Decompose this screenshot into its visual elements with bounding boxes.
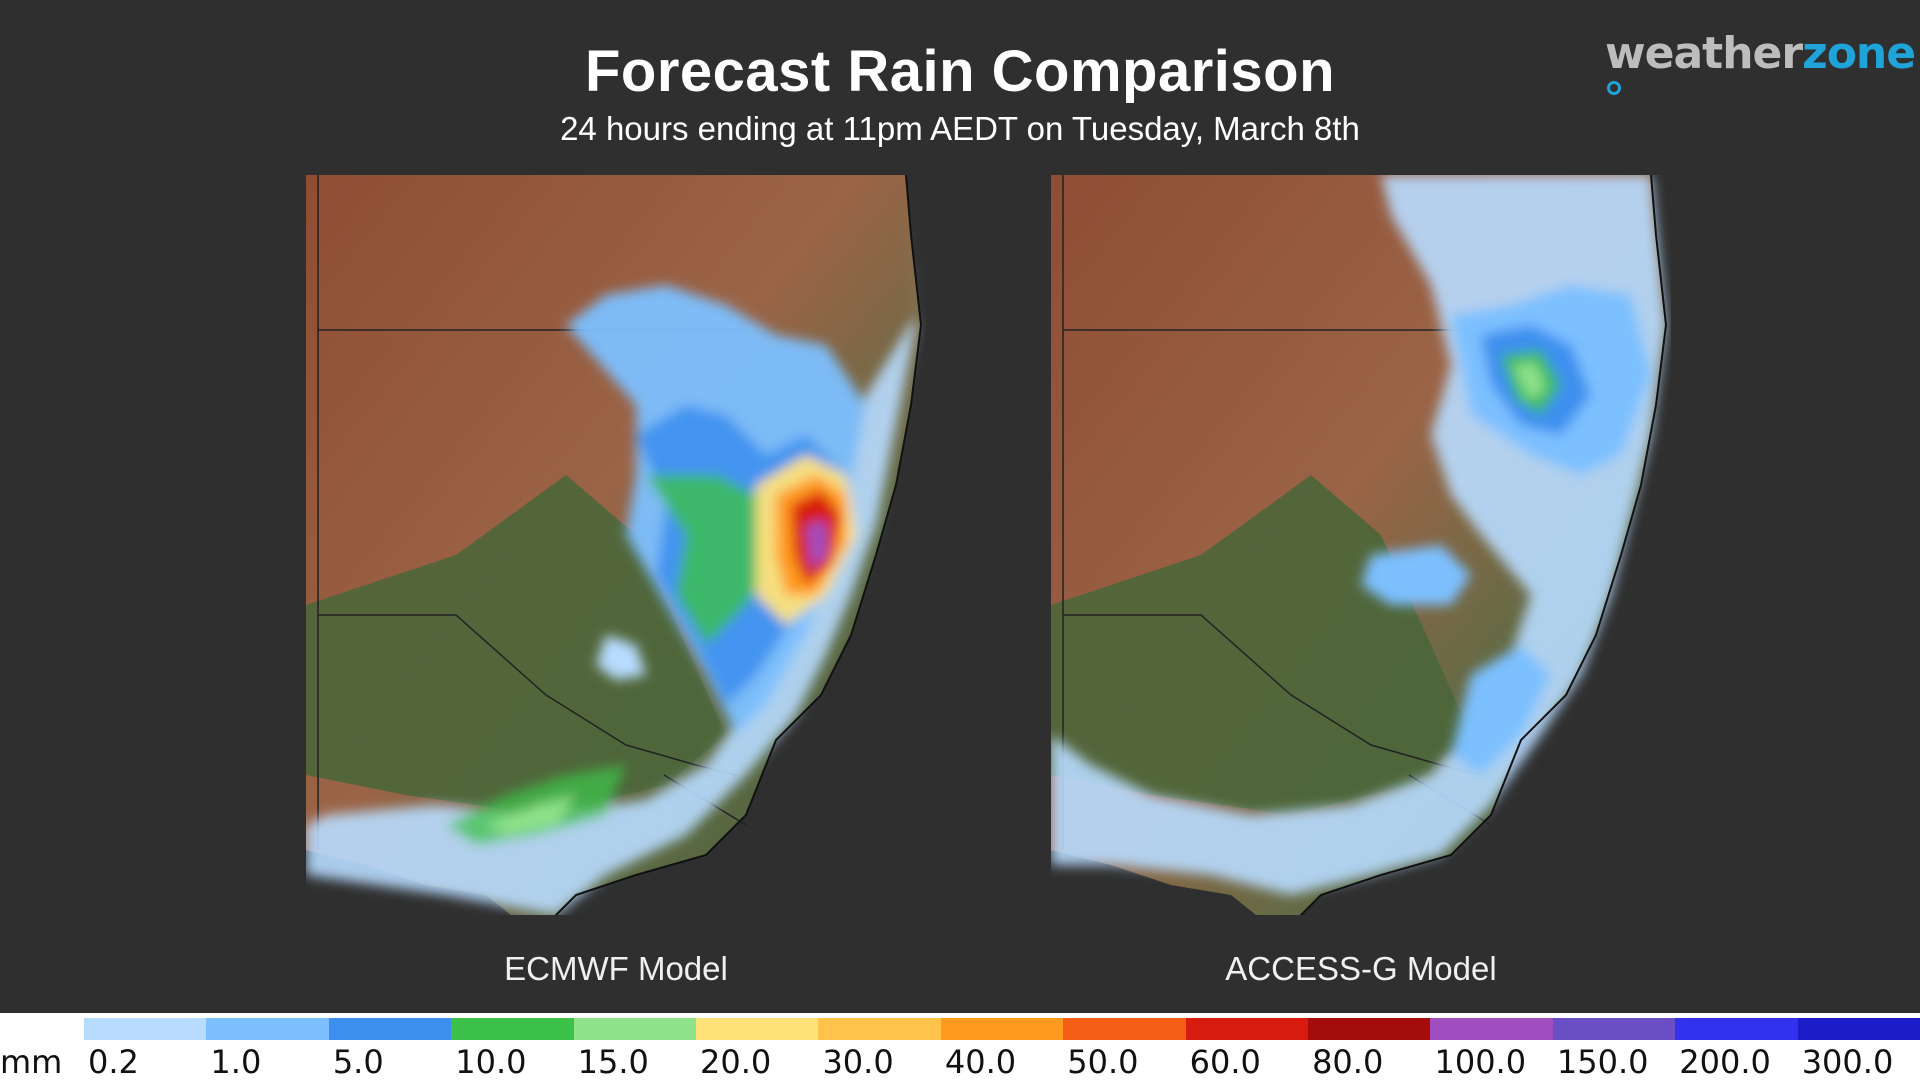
land-green-region: [1051, 475, 1471, 815]
legend-swatch: [818, 1018, 941, 1040]
legend-swatch: [696, 1018, 819, 1040]
legend-swatch: [1063, 1018, 1186, 1040]
legend-label: 100.0: [1434, 1043, 1527, 1080]
state-border: [318, 614, 737, 776]
logo-degree-icon: [1607, 81, 1621, 95]
legend-label: 200.0: [1679, 1043, 1771, 1080]
legend-label: 20.0: [700, 1043, 772, 1080]
legend-swatch: [84, 1018, 207, 1040]
legend-swatches: [84, 1018, 1920, 1040]
weatherzone-logo: weatherzone: [1605, 28, 1920, 130]
map-access-g-svg: [1051, 175, 1668, 915]
legend-swatch: [328, 1018, 452, 1040]
legend-labels: 0.2 1.0 5.0 10.0 15.0 20.0 30.0 40.0 50.0 60.0 80.…: [84, 1043, 1920, 1080]
rain-field-ecmwf: [306, 175, 916, 915]
legend-label: 30.0: [822, 1043, 894, 1080]
legend-swatch: [940, 1018, 1064, 1040]
legend-label: 0.2: [88, 1043, 139, 1080]
legend-label: 10.0: [455, 1043, 527, 1080]
map-ecmwf: [306, 175, 926, 915]
legend-label: 15.0: [577, 1043, 649, 1080]
legend-swatch: [1185, 1018, 1309, 1040]
legend-swatch: [451, 1018, 574, 1040]
legend-unit: mm: [0, 1043, 63, 1080]
legend-swatch: [1552, 1018, 1676, 1040]
page-subtitle: 24 hours ending at 11pm AEDT on Tuesday,…: [560, 110, 1360, 147]
legend-label: 5.0: [332, 1043, 384, 1080]
legend-label: 300.0: [1801, 1043, 1894, 1080]
land-green-region: [306, 475, 726, 815]
legend-label: 60.0: [1189, 1043, 1261, 1080]
map-label-ecmwf: ECMWF Model: [504, 950, 728, 987]
map-ecmwf-svg: [306, 175, 923, 915]
legend-swatch: [1308, 1018, 1431, 1040]
coastline: [1299, 175, 1668, 915]
coastline: [554, 175, 923, 915]
logo-text-zone: zone: [1802, 28, 1916, 79]
legend-label: 40.0: [944, 1043, 1017, 1080]
legend-label: 50.0: [1067, 1043, 1139, 1080]
rainfall-legend: mm 0.2 1.0 5.0 10.0 15.0 20.0 30.0 40.0 50.0 60.0…: [0, 1013, 1920, 1080]
legend-swatch: [1797, 1018, 1920, 1040]
map-label-access-g: ACCESS-G Model: [1225, 950, 1497, 987]
legend-label: 150.0: [1556, 1043, 1649, 1080]
logo-text-weather: weather: [1605, 28, 1803, 79]
legend-swatch: [206, 1018, 329, 1040]
rain-field-access-g: [1051, 175, 1666, 895]
legend-swatch: [1430, 1018, 1553, 1040]
legend-swatch: [573, 1018, 697, 1040]
legend-swatch: [1675, 1018, 1798, 1040]
legend-label: 80.0: [1312, 1043, 1384, 1080]
legend-label: 1.0: [210, 1043, 262, 1080]
map-access-g: [1051, 175, 1671, 915]
page-title: Forecast Rain Comparison: [584, 39, 1336, 104]
